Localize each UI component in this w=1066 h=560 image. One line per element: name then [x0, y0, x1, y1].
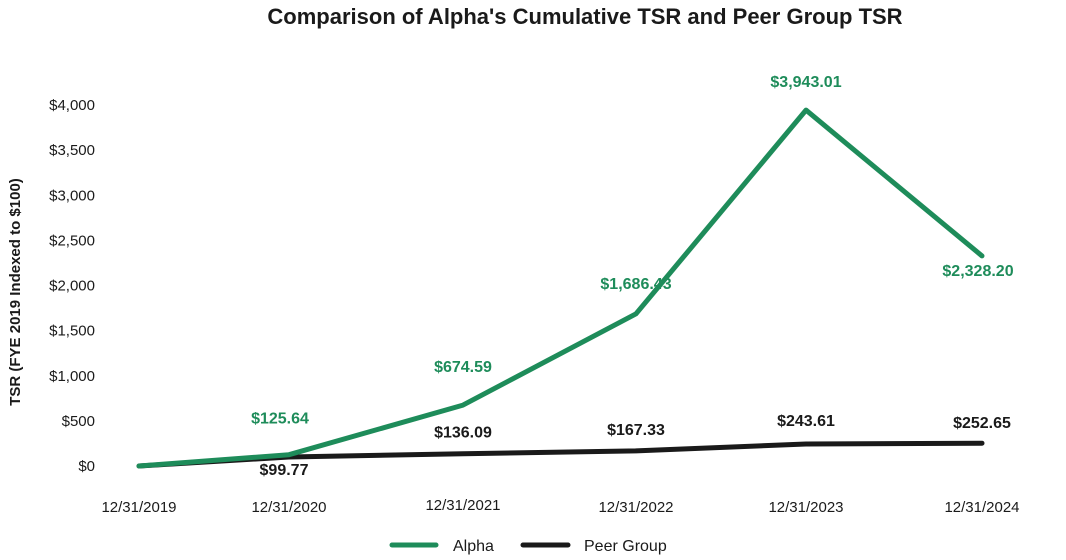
x-tick-label: 12/31/2022 [598, 499, 673, 516]
series-line-alpha [136, 107, 985, 469]
data-label-peer-group: $243.61 [777, 413, 835, 430]
x-tick-label: 12/31/2020 [251, 499, 326, 516]
legend-label-alpha: Alpha [453, 538, 494, 555]
data-label-alpha: $1,686.43 [600, 276, 671, 293]
legend: Alpha Peer Group [389, 538, 667, 555]
data-label-alpha: $2,328.20 [942, 263, 1013, 280]
x-tick-label: 12/31/2019 [101, 499, 176, 516]
data-label-peer-group: $99.77 [260, 462, 309, 479]
y-tick-label: $2,000 [49, 278, 95, 295]
legend-label-peer-group: Peer Group [584, 538, 667, 555]
y-tick-label: $3,000 [49, 187, 95, 204]
x-tick-label: 12/31/2021 [425, 497, 500, 514]
data-label-alpha: $125.64 [251, 411, 309, 428]
y-tick-label: $3,500 [49, 142, 95, 159]
data-label-alpha: $674.59 [434, 359, 492, 376]
y-tick-label: $1,000 [49, 368, 95, 385]
y-tick-label: $2,500 [49, 232, 95, 249]
data-label-peer-group: $167.33 [607, 422, 665, 439]
chart-title: Comparison of Alpha's Cumulative TSR and… [267, 4, 902, 29]
x-tick-label: 12/31/2023 [768, 499, 843, 516]
y-tick-label: $0 [78, 458, 95, 475]
data-label-peer-group: $136.09 [434, 425, 492, 442]
y-tick-label: $1,500 [49, 323, 95, 340]
data-label-alpha: $3,943.01 [770, 74, 841, 91]
y-tick-label: $4,000 [49, 97, 95, 114]
y-tick-label: $500 [62, 413, 95, 430]
data-label-peer-group: $252.65 [953, 415, 1011, 432]
x-tick-label: 12/31/2024 [944, 499, 1019, 516]
y-axis-label: TSR (FYE 2019 Indexed to $100) [7, 178, 24, 406]
